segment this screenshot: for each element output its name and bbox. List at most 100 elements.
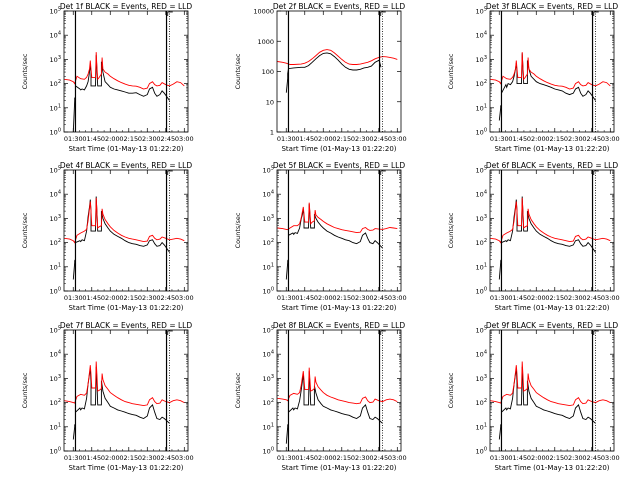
panel-3: Det 3f BLACK = Events, RED = LLD Counts/s… xyxy=(447,2,620,153)
series-line-events xyxy=(285,52,382,93)
series-line-lld xyxy=(277,367,398,405)
y-tick-label: 104 xyxy=(476,350,487,359)
x-tick-label: 02:30 xyxy=(564,294,583,302)
y-axis-label: Counts/sec xyxy=(234,372,242,408)
panel-4: Det 4f BLACK = Events, RED = LLD Counts/s… xyxy=(21,161,194,312)
plot-frame xyxy=(276,10,402,133)
panel-title: Det 3f BLACK = Events, RED = LLD xyxy=(486,2,619,11)
y-tick-label: 105 xyxy=(50,166,61,175)
y-tick-label: 104 xyxy=(50,350,61,359)
x-tick-label: 01:45 xyxy=(508,454,527,462)
series-line-lld xyxy=(277,49,398,65)
y-tick-label: 105 xyxy=(50,326,61,335)
panel-1: Det 1f BLACK = Events, RED = LLD Counts/s… xyxy=(21,2,194,153)
y-axis-label: Counts/sec xyxy=(447,212,455,248)
x-tick-label: 03:00 xyxy=(388,294,407,302)
y-tick-label: 102 xyxy=(50,398,61,407)
interval-bracket xyxy=(593,11,599,16)
interval-bracket xyxy=(167,330,173,335)
series-line-lld xyxy=(64,361,185,407)
x-tick-label: 01:30 xyxy=(64,135,83,143)
panel-title: Det 9f BLACK = Events, RED = LLD xyxy=(486,321,619,330)
y-tick-label: 100 xyxy=(476,287,487,296)
y-axis-label: Counts/sec xyxy=(21,212,29,248)
x-tick-label: 02:30 xyxy=(351,294,370,302)
x-tick-label: 02:30 xyxy=(138,454,157,462)
y-tick-label: 101 xyxy=(476,103,487,112)
y-tick-label: 102 xyxy=(50,79,61,88)
y-axis-label: Counts/sec xyxy=(234,53,242,89)
x-tick-label: 01:45 xyxy=(508,135,527,143)
series-line-lld xyxy=(277,202,398,234)
interval-bracket xyxy=(593,170,599,175)
x-tick-label: 02:15 xyxy=(119,294,138,302)
y-axis-label: Counts/sec xyxy=(21,372,29,408)
y-tick-label: 1000 xyxy=(257,38,274,46)
x-tick-label: 02:45 xyxy=(156,454,175,462)
interval-bracket xyxy=(167,11,173,16)
series-line-events xyxy=(285,371,383,444)
y-tick-label: 105 xyxy=(263,326,274,335)
x-axis-label: Start Time (01-May-13 01:22:20) xyxy=(494,304,609,312)
x-tick-label: 01:30 xyxy=(490,294,509,302)
panel-title: Det 5f BLACK = Events, RED = LLD xyxy=(273,161,406,170)
plot-frame xyxy=(276,329,402,452)
x-tick-label: 01:30 xyxy=(490,135,509,143)
y-tick-label: 102 xyxy=(50,238,61,247)
panel-title: Det 6f BLACK = Events, RED = LLD xyxy=(486,161,619,170)
x-tick-label: 01:45 xyxy=(295,135,314,143)
y-tick-label: 101 xyxy=(263,422,274,431)
x-tick-label: 01:30 xyxy=(277,294,296,302)
x-tick-label: 02:30 xyxy=(351,135,370,143)
y-tick-label: 100 xyxy=(476,447,487,456)
panel-8: Det 8f BLACK = Events, RED = LLD Counts/s… xyxy=(234,321,407,472)
panel-title: Det 4f BLACK = Events, RED = LLD xyxy=(60,161,193,170)
x-tick-label: 03:00 xyxy=(601,294,620,302)
plot-frame xyxy=(63,169,189,292)
y-tick-label: 101 xyxy=(50,422,61,431)
y-tick-label: 101 xyxy=(476,422,487,431)
interval-bracket xyxy=(380,170,386,175)
y-tick-label: 101 xyxy=(50,262,61,271)
y-axis-label: Counts/sec xyxy=(234,212,242,248)
panel-5: Det 5f BLACK = Events, RED = LLD Counts/s… xyxy=(234,161,407,312)
x-tick-label: 02:00 xyxy=(101,454,120,462)
y-tick-label: 103 xyxy=(263,214,274,223)
y-tick-label: 100 xyxy=(50,287,61,296)
x-tick-label: 02:00 xyxy=(527,135,546,143)
x-tick-label: 02:15 xyxy=(545,135,564,143)
y-tick-label: 101 xyxy=(476,262,487,271)
y-tick-label: 105 xyxy=(476,7,487,16)
x-tick-label: 02:45 xyxy=(156,294,175,302)
y-tick-label: 104 xyxy=(50,31,61,40)
y-tick-label: 105 xyxy=(476,166,487,175)
y-tick-label: 10000 xyxy=(253,8,274,16)
panel-title: Det 2f BLACK = Events, RED = LLD xyxy=(273,2,406,11)
x-tick-label: 01:45 xyxy=(295,454,314,462)
x-tick-label: 02:45 xyxy=(369,294,388,302)
x-axis-label: Start Time (01-May-13 01:22:20) xyxy=(68,464,183,472)
x-tick-label: 02:45 xyxy=(582,454,601,462)
y-tick-label: 103 xyxy=(50,55,61,64)
x-tick-label: 01:45 xyxy=(82,294,101,302)
y-tick-label: 104 xyxy=(50,190,61,199)
y-tick-label: 105 xyxy=(50,7,61,16)
x-tick-label: 02:00 xyxy=(527,294,546,302)
x-tick-label: 02:15 xyxy=(332,294,351,302)
series-line-lld xyxy=(64,52,185,90)
panel-title: Det 1f BLACK = Events, RED = LLD xyxy=(60,2,193,11)
y-tick-label: 100 xyxy=(50,128,61,137)
x-tick-label: 02:15 xyxy=(119,454,138,462)
plot-frame xyxy=(276,169,402,292)
series-line-events xyxy=(498,366,596,440)
y-tick-label: 103 xyxy=(476,374,487,383)
x-axis-label: Start Time (01-May-13 01:22:20) xyxy=(281,304,396,312)
y-tick-label: 102 xyxy=(476,238,487,247)
x-tick-label: 02:15 xyxy=(119,135,138,143)
plot-frame xyxy=(489,10,615,133)
panel-7: Det 7f BLACK = Events, RED = LLD Counts/s… xyxy=(21,321,194,472)
y-axis-label: Counts/sec xyxy=(447,372,455,408)
x-tick-label: 01:45 xyxy=(82,454,101,462)
x-tick-label: 03:00 xyxy=(601,454,620,462)
x-axis-label: Start Time (01-May-13 01:22:20) xyxy=(68,145,183,153)
